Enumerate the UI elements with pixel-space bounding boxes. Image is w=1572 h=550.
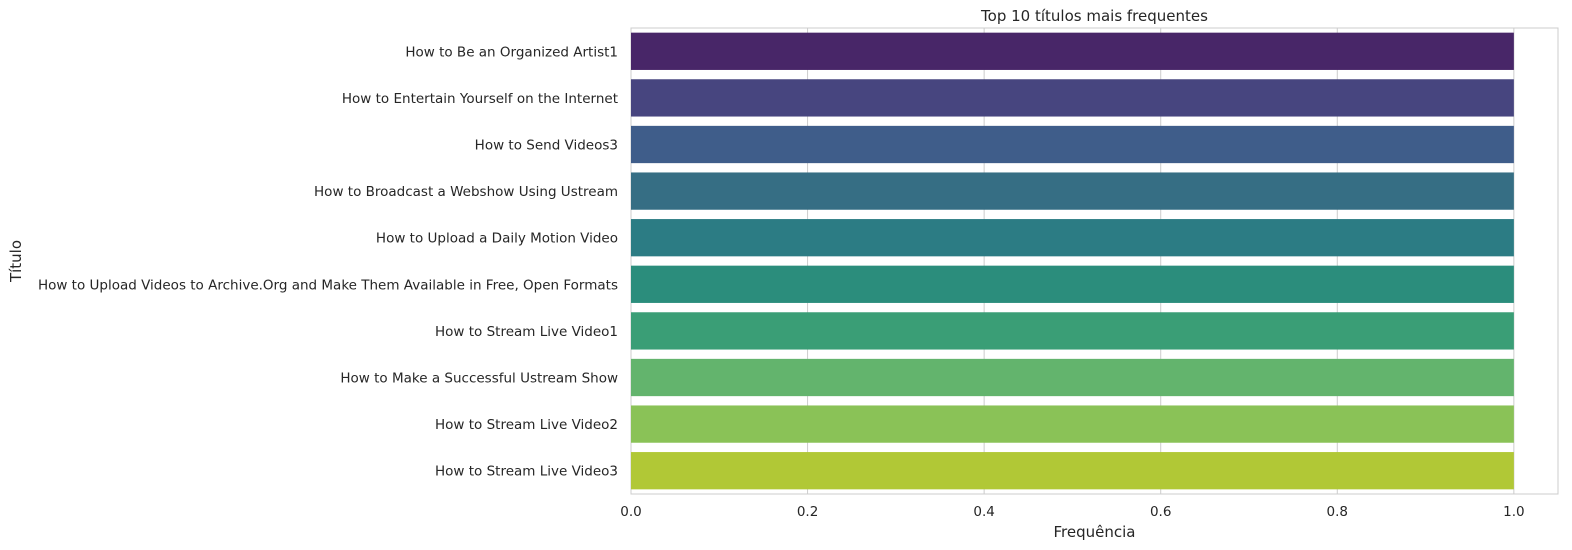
bar xyxy=(631,219,1514,257)
chart-title: Top 10 títulos mais frequentes xyxy=(980,7,1208,25)
x-tick-label: 0.2 xyxy=(797,504,818,520)
category-labels: How to Be an Organized Artist1 How to Ent… xyxy=(38,44,618,479)
x-tick-label: 0.0 xyxy=(620,504,641,520)
x-tick-label: 0.4 xyxy=(973,504,994,520)
y-tick-label: How to Be an Organized Artist1 xyxy=(405,44,618,60)
bar xyxy=(631,125,1514,164)
y-tick-label: How to Entertain Yourself on the Interne… xyxy=(342,91,618,107)
bar xyxy=(631,32,1514,70)
bar xyxy=(631,79,1514,117)
bar xyxy=(631,172,1514,210)
x-tick-label: 0.6 xyxy=(1150,504,1171,520)
y-axis-label: Título xyxy=(7,240,25,283)
y-tick-label: How to Upload a Daily Motion Video xyxy=(376,231,618,247)
x-tick-label: 1.0 xyxy=(1503,504,1524,520)
bar xyxy=(631,312,1514,350)
y-tick-label: How to Broadcast a Webshow Using Ustream xyxy=(314,184,618,200)
x-tick-label: 0.8 xyxy=(1327,504,1348,520)
bar xyxy=(631,405,1514,443)
bars xyxy=(631,32,1514,490)
y-tick-label: How to Stream Live Video1 xyxy=(435,324,618,340)
bar xyxy=(631,358,1514,397)
y-tick-label: How to Make a Successful Ustream Show xyxy=(340,371,618,387)
y-tick-label: How to Stream Live Video3 xyxy=(435,464,618,480)
y-tick-label: How to Send Videos3 xyxy=(475,138,618,154)
x-axis-ticks: 0.0 0.2 0.4 0.6 0.8 1.0 xyxy=(620,504,1524,520)
x-axis-label: Frequência xyxy=(1054,523,1136,541)
bar xyxy=(631,452,1514,490)
y-tick-label: How to Stream Live Video2 xyxy=(435,417,618,433)
bar xyxy=(631,265,1514,303)
y-tick-label: How to Upload Videos to Archive.Org and … xyxy=(38,277,618,293)
